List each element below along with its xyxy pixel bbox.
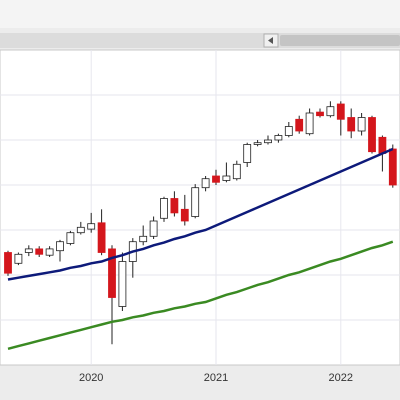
- moving-average-line: [7, 240, 394, 351]
- scrollbar-thumb[interactable]: [280, 35, 400, 46]
- candle-body: [56, 241, 64, 252]
- candle-body: [336, 103, 345, 120]
- candle-body: [170, 198, 179, 214]
- candle-body: [4, 252, 12, 274]
- candle-body: [284, 126, 293, 136]
- candle-body: [66, 232, 75, 244]
- moving-average-line: [7, 147, 394, 281]
- candle-body: [253, 142, 262, 145]
- x-tick-label: 2020: [79, 372, 103, 384]
- candle-body: [24, 248, 33, 253]
- candle-body: [139, 235, 148, 243]
- candle-body: [295, 118, 304, 132]
- candle-body: [201, 178, 210, 189]
- candle-body: [264, 139, 272, 144]
- candle-body: [87, 223, 96, 230]
- candle-body: [378, 136, 387, 154]
- candle-body: [388, 148, 397, 186]
- x-tick-label: 2022: [329, 372, 353, 384]
- candle-body: [97, 222, 106, 253]
- toolbar: [0, 0, 400, 28]
- candle-body: [149, 220, 158, 237]
- plot-area: [0, 49, 400, 366]
- candle-body: [243, 144, 252, 163]
- candle-body: [45, 248, 54, 256]
- plot: [0, 50, 400, 365]
- candle-body: [347, 117, 356, 132]
- candle-body: [76, 226, 85, 234]
- candle-body: [35, 248, 44, 255]
- candle-body: [191, 187, 200, 217]
- candle-body: [368, 117, 376, 153]
- candle-body: [14, 253, 23, 264]
- candle-body: [212, 175, 220, 183]
- candle-body: [274, 135, 283, 141]
- candle-body: [305, 112, 314, 135]
- candle-body: [357, 117, 366, 132]
- candle-body: [180, 208, 189, 222]
- scroll-left-icon: [268, 37, 273, 44]
- candle-body: [326, 106, 335, 117]
- candle-body: [160, 198, 168, 219]
- candle-body: [108, 248, 116, 298]
- candle-body: [232, 163, 241, 180]
- candle-body: [222, 175, 231, 181]
- candle-body: [316, 111, 324, 117]
- candle-body: [118, 261, 127, 307]
- x-tick-label: 2021: [204, 372, 228, 384]
